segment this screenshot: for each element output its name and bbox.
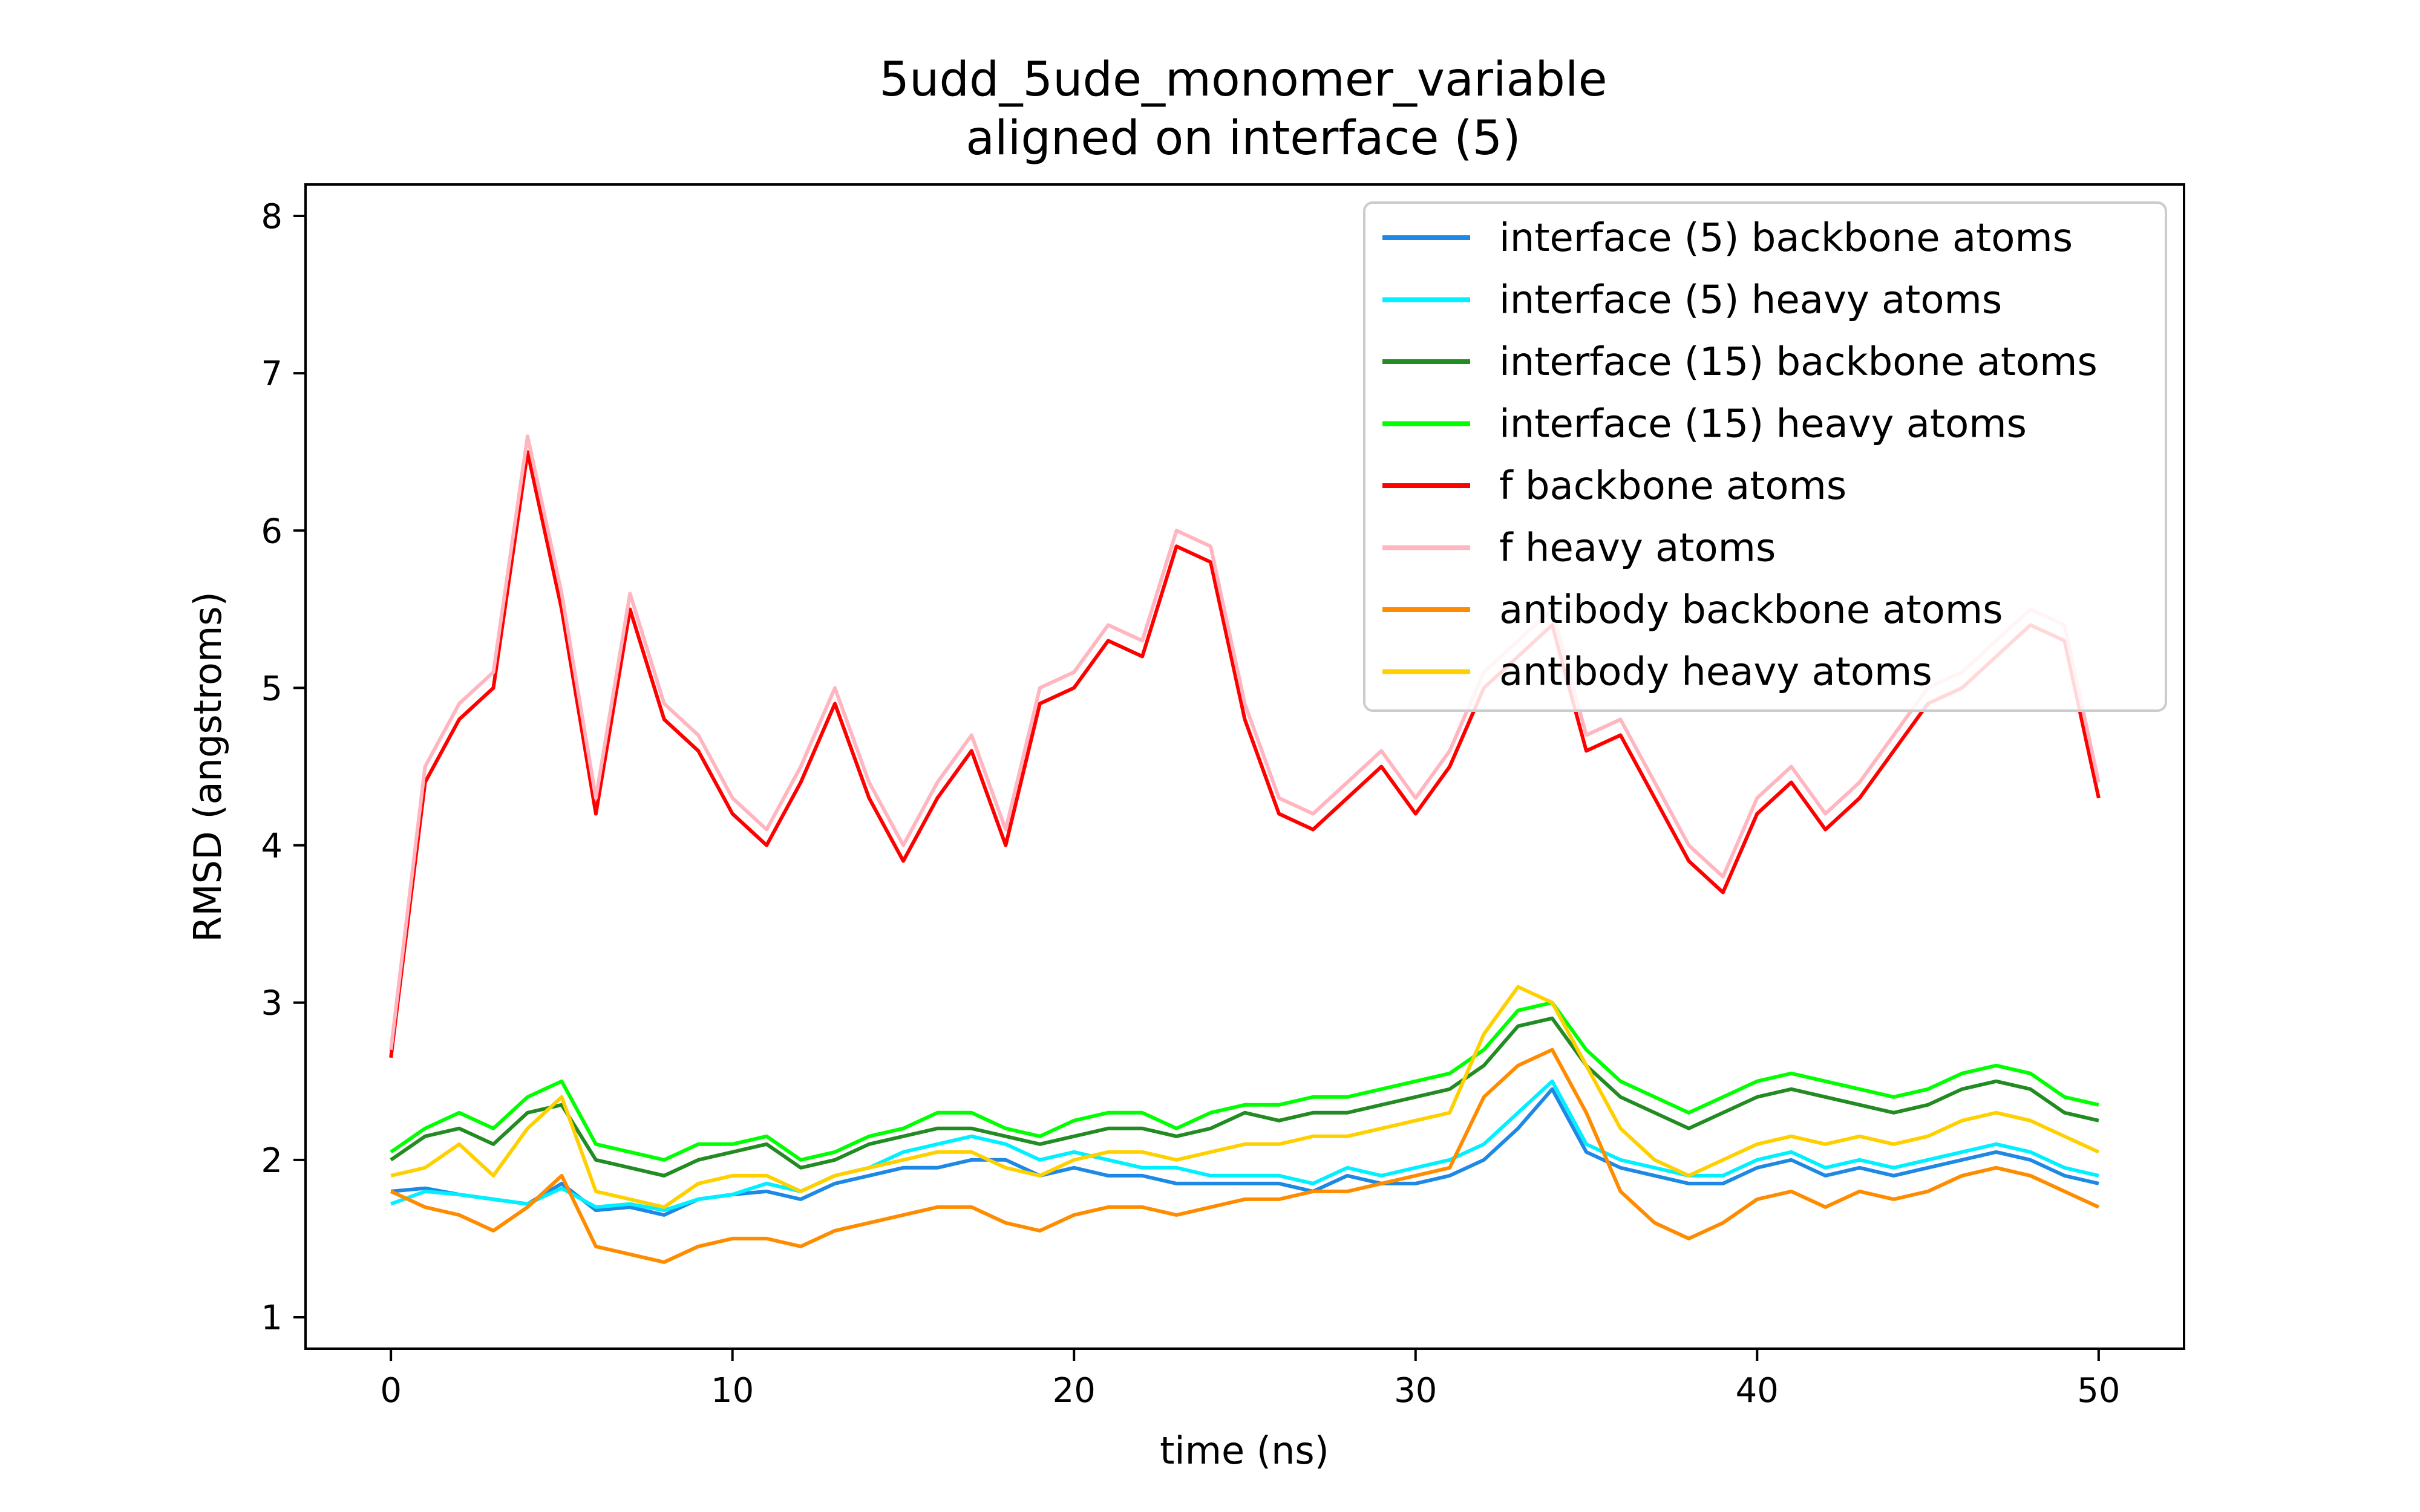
series-line-7 [390, 985, 2100, 1209]
legend: interface (5) backbone atoms interface (5… [1363, 201, 2167, 712]
x-tick-label-2: 20 [1053, 1371, 1096, 1410]
y-axis-ticks: 1 2 3 4 5 6 7 8 [261, 197, 306, 1338]
series-lines [389, 434, 2101, 1264]
y-tick-label-7: 8 [261, 197, 283, 236]
legend-label-5: f heavy atoms [1499, 526, 1776, 571]
legend-label-7: antibody heavy atoms [1499, 650, 1932, 695]
y-tick-label-3: 4 [261, 827, 283, 866]
series-line-1 [390, 1079, 2099, 1213]
legend-label-0: interface (5) backbone atoms [1499, 216, 2073, 261]
y-tick-label-4: 5 [261, 669, 283, 708]
legend-label-3: interface (15) heavy atoms [1499, 402, 2027, 447]
plot-area [389, 434, 2101, 1264]
y-tick-label-2: 3 [261, 984, 283, 1023]
series-line-5 [389, 434, 2101, 1051]
series-line-0 [390, 1087, 2099, 1217]
y-tick-label-0: 1 [261, 1299, 283, 1338]
y-tick-label-1: 2 [261, 1141, 283, 1181]
y-tick-label-6: 7 [261, 354, 283, 394]
legend-label-1: interface (5) heavy atoms [1499, 278, 2002, 323]
x-tick-label-4: 40 [1736, 1371, 1779, 1410]
x-tick-label-1: 10 [711, 1371, 754, 1410]
x-tick-label-3: 30 [1394, 1371, 1437, 1410]
legend-label-6: antibody backbone atoms [1499, 588, 2003, 633]
legend-box [1363, 201, 2167, 712]
y-axis-label: RMSD (angstroms) [186, 591, 230, 942]
series-line-3 [390, 1000, 2099, 1162]
x-axis-ticks: 0 10 20 30 40 50 [380, 1349, 2120, 1410]
series-line-2 [390, 1016, 2099, 1178]
legend-label-4: f backbone atoms [1499, 464, 1846, 509]
x-tick-label-0: 0 [380, 1371, 402, 1410]
x-tick-label-5: 50 [2077, 1371, 2120, 1410]
y-tick-label-5: 6 [261, 512, 283, 551]
series-line-6 [390, 1048, 2100, 1264]
legend-label-2: interface (15) backbone atoms [1499, 340, 2098, 385]
series-line-4 [389, 450, 2101, 1058]
plot-frame [304, 183, 2185, 1350]
x-axis-label: time (ns) [1160, 1429, 1329, 1473]
chart-subtitle: aligned on interface (5) [966, 111, 1521, 166]
chart-title: 5udd_5ude_monomer_variable [879, 53, 1607, 107]
